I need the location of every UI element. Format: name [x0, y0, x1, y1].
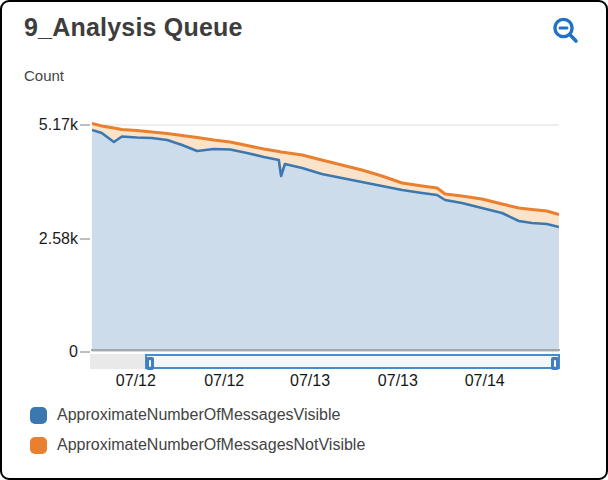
timeline-brush-track[interactable]	[90, 354, 560, 369]
chart-plot-area[interactable]	[92, 107, 559, 352]
legend-label: ApproximateNumberOfMessagesNotVisible	[57, 435, 365, 455]
x-tick-label: 07/13	[378, 372, 418, 390]
zoom-out-button[interactable]	[550, 15, 582, 47]
y-axis-unit-label: Count	[24, 67, 64, 84]
y-tick-label: 5.17k	[12, 116, 78, 134]
chart-legend: ApproximateNumberOfMessagesVisible Approx…	[30, 405, 365, 465]
widget-title: 9_Analysis Queue	[24, 13, 243, 42]
y-tick-mark	[80, 351, 90, 353]
y-tick-label: 0	[12, 343, 78, 361]
x-tick-label: 07/13	[290, 372, 330, 390]
legend-swatch-icon	[30, 437, 47, 454]
legend-label: ApproximateNumberOfMessagesVisible	[57, 405, 340, 425]
x-tick-label: 07/12	[116, 372, 156, 390]
legend-item[interactable]: ApproximateNumberOfMessagesNotVisible	[30, 435, 365, 455]
legend-item[interactable]: ApproximateNumberOfMessagesVisible	[30, 405, 365, 425]
zoom-out-icon	[550, 35, 582, 50]
x-axis-line	[91, 349, 560, 351]
legend-swatch-icon	[30, 407, 47, 424]
y-tick-mark	[80, 238, 90, 240]
metric-widget: 9_Analysis Queue Count 5.17k 2.58k 0 07/12…	[0, 0, 608, 480]
y-tick-mark	[80, 124, 90, 126]
brush-handle-left[interactable]	[146, 357, 154, 370]
x-tick-label: 07/12	[204, 372, 244, 390]
timeline-brush-selection[interactable]	[145, 354, 560, 369]
brush-handle-right[interactable]	[551, 357, 559, 370]
y-tick-label: 2.58k	[12, 230, 78, 248]
x-tick-label: 07/14	[465, 372, 505, 390]
chart-svg	[92, 107, 559, 352]
